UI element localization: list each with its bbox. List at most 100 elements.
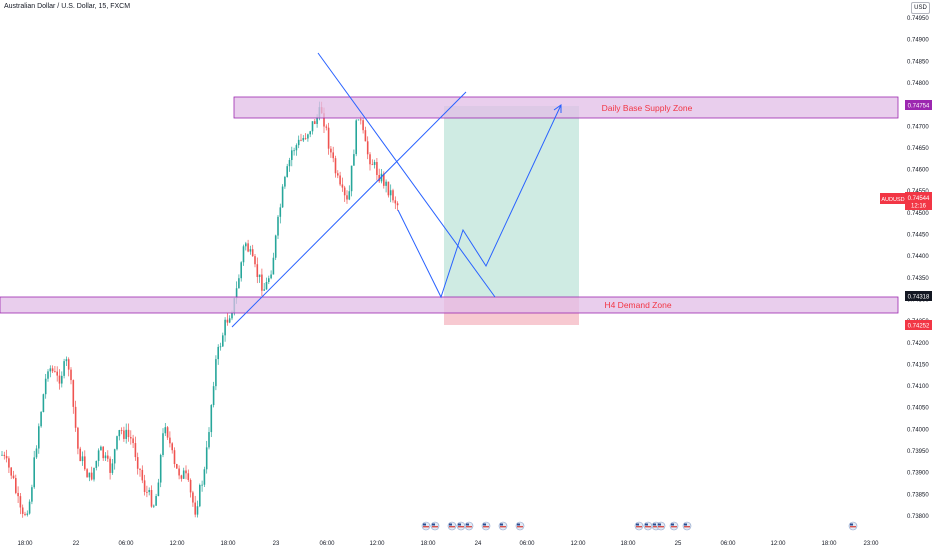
candle — [180, 474, 183, 482]
target-zone[interactable] — [444, 106, 579, 297]
candle — [208, 427, 210, 450]
candle — [88, 472, 91, 482]
event-flag-icon[interactable] — [634, 521, 644, 531]
candle — [362, 118, 364, 134]
candle — [265, 277, 268, 290]
price-label: 0.73800 — [907, 514, 929, 520]
candle — [26, 510, 29, 517]
price-label: 0.74650 — [907, 146, 929, 152]
time-label: 25 — [675, 541, 682, 547]
descending-trendline[interactable] — [317, 52, 496, 298]
candle — [104, 452, 107, 462]
candle — [389, 184, 392, 203]
candle — [224, 317, 226, 342]
price-label: 0.74850 — [907, 59, 929, 65]
candle — [155, 493, 157, 506]
demand-zone[interactable] — [0, 296, 899, 314]
event-flag-icon[interactable] — [515, 521, 525, 531]
candle — [279, 203, 282, 224]
candle — [19, 493, 22, 515]
candle — [10, 467, 12, 480]
candle — [226, 313, 229, 326]
candle — [288, 157, 291, 172]
candle — [79, 446, 81, 462]
svg-text:12:16: 12:16 — [911, 204, 927, 210]
ascending-trendline[interactable] — [231, 91, 467, 328]
candle — [348, 185, 351, 201]
candle — [127, 423, 130, 442]
candle — [263, 282, 265, 291]
candle — [240, 261, 242, 282]
candle — [277, 214, 279, 240]
event-flag-icon[interactable] — [656, 521, 666, 531]
price-label: 0.74450 — [907, 233, 929, 239]
candle — [35, 445, 38, 460]
time-label: 06:00 — [118, 541, 134, 547]
candle — [196, 500, 199, 518]
candle — [54, 366, 56, 373]
event-flag-icon[interactable] — [421, 521, 431, 531]
svg-text:AUDUSD: AUDUSD — [881, 197, 904, 203]
time-axis[interactable]: 18:00 22 06:00 12:00 18:00 23 06:00 12:00 18:00 2… — [17, 541, 879, 547]
event-flag-icon[interactable] — [430, 521, 440, 531]
event-flag-icon[interactable] — [848, 521, 858, 531]
candle — [385, 179, 387, 193]
candle — [217, 344, 219, 365]
candle — [394, 196, 397, 210]
time-label: 06:00 — [319, 541, 335, 547]
event-flag-icon[interactable] — [669, 521, 679, 531]
candle — [118, 429, 121, 441]
svg-text:0.74754: 0.74754 — [908, 104, 930, 110]
symbol-price-tag: AUDUSD — [880, 193, 906, 204]
price-label: 0.74350 — [907, 276, 929, 282]
candle — [364, 126, 367, 142]
candle — [162, 428, 164, 458]
candle — [107, 450, 109, 462]
candle — [173, 447, 176, 468]
candle — [182, 467, 185, 480]
candle — [194, 495, 196, 518]
event-flag-icon[interactable] — [456, 521, 466, 531]
candle — [169, 431, 171, 448]
candle — [38, 423, 40, 454]
event-flag-icon[interactable] — [447, 521, 457, 531]
event-flag-icon[interactable] — [682, 521, 692, 531]
time-label: 23 — [273, 541, 280, 547]
candle — [3, 451, 6, 460]
candle — [281, 184, 284, 208]
candle — [8, 456, 10, 474]
price-label: 0.74050 — [907, 406, 929, 412]
candle — [72, 379, 75, 414]
event-flag-icon[interactable] — [643, 521, 653, 531]
price-label: 0.74600 — [907, 168, 929, 174]
currency-button[interactable]: USD — [911, 2, 930, 14]
candle — [291, 146, 293, 167]
event-flag-icon[interactable] — [464, 521, 474, 531]
candle — [97, 448, 100, 467]
candle — [90, 466, 93, 481]
candle — [17, 486, 19, 503]
candle — [93, 467, 95, 482]
time-label: 18:00 — [821, 541, 837, 547]
candle — [215, 355, 217, 391]
event-flag-icon[interactable] — [481, 521, 491, 531]
candle — [332, 146, 334, 163]
candle — [192, 490, 194, 507]
event-flag-icon[interactable] — [498, 521, 508, 531]
candle — [337, 170, 339, 179]
candle — [157, 478, 160, 497]
time-label: 23:00 — [863, 541, 879, 547]
candle — [77, 426, 79, 455]
supply-zone[interactable] — [233, 96, 899, 119]
candle — [65, 356, 68, 366]
projection-path[interactable] — [397, 104, 562, 299]
candle — [21, 504, 24, 518]
candle — [297, 135, 300, 149]
candle — [247, 239, 249, 253]
stop-price-tag: 0.74252 — [905, 320, 932, 330]
candle — [178, 465, 180, 480]
candle — [212, 381, 215, 408]
candle — [31, 484, 33, 505]
candle — [343, 185, 346, 202]
